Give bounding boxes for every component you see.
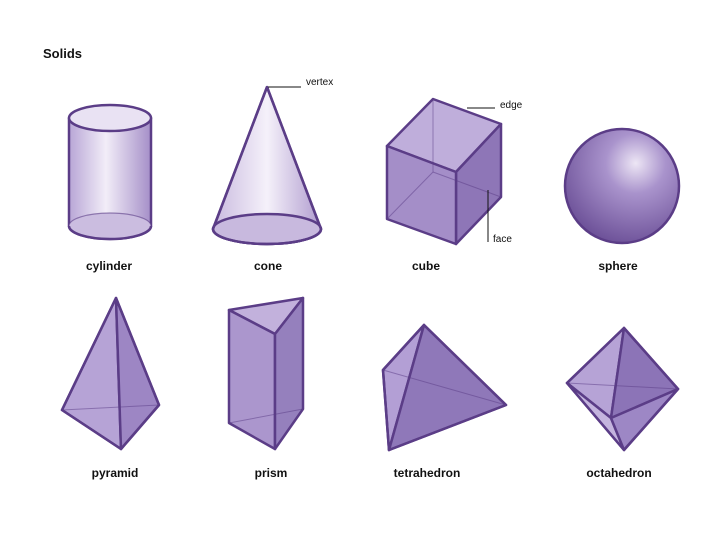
cylinder-shape — [67, 103, 153, 241]
pyramid-shape — [60, 296, 161, 451]
sphere-shape — [563, 127, 681, 245]
octahedron-label: octahedron — [586, 466, 652, 480]
octahedron-shape — [565, 326, 680, 452]
tetrahedron-shape — [381, 323, 508, 452]
vertex-callout: vertex — [306, 77, 334, 88]
edge-callout: edge — [500, 100, 523, 111]
cube-label: cube — [411, 259, 440, 273]
face-callout: face — [493, 234, 512, 245]
sphere-label: sphere — [598, 259, 638, 273]
pyramid-label: pyramid — [91, 466, 139, 480]
cone-shape — [211, 85, 323, 246]
tetrahedron-label: tetrahedron — [393, 466, 461, 480]
prism-label: prism — [254, 466, 288, 480]
page-title: Solids — [43, 46, 83, 61]
cylinder-label: cylinder — [85, 259, 133, 273]
prism-shape — [227, 296, 305, 451]
cone-label: cone — [253, 259, 282, 273]
cube-shape — [385, 97, 503, 246]
